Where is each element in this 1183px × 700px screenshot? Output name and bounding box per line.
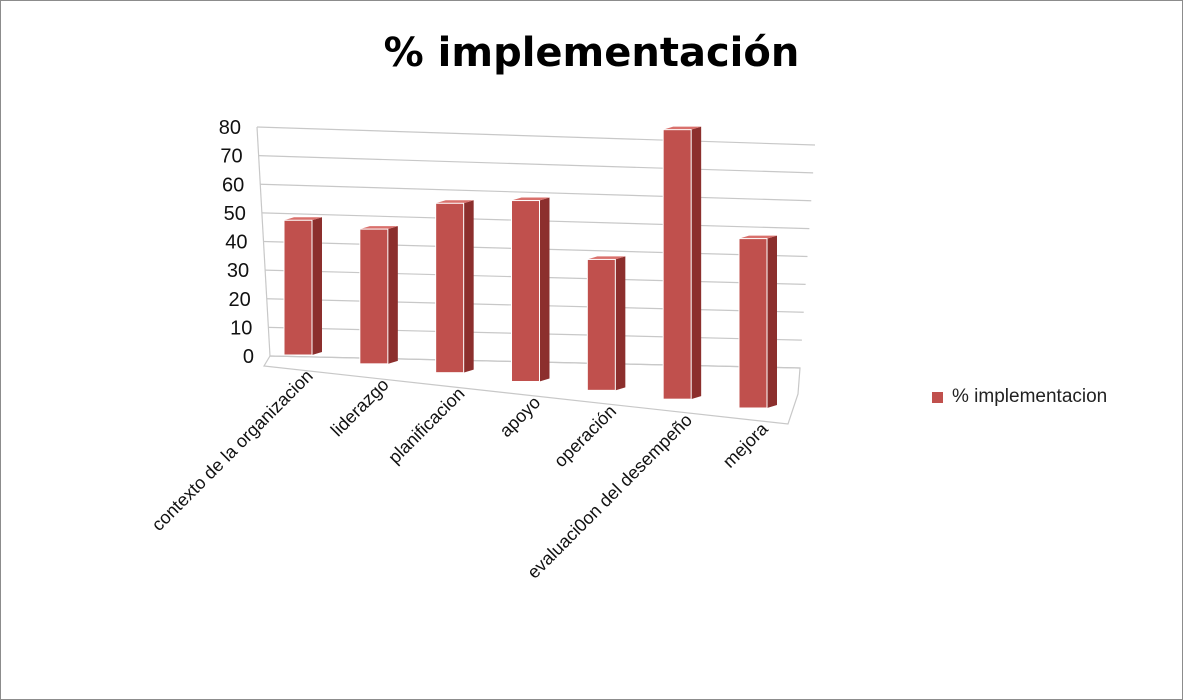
floor-outline	[263, 355, 801, 425]
bar	[511, 197, 550, 382]
bar-front	[283, 219, 313, 356]
bar-top	[511, 197, 550, 201]
bar	[435, 200, 474, 374]
bar-side	[615, 256, 626, 391]
bar-side	[691, 126, 702, 400]
bar-top	[435, 200, 474, 204]
bar-side	[387, 226, 398, 364]
bar-front	[435, 202, 465, 374]
wall-edge	[256, 126, 271, 357]
bar-top	[663, 126, 702, 130]
y-tick-label: 10	[230, 317, 252, 339]
x-tick-label: planificacion	[384, 383, 468, 467]
y-tick-label: 20	[229, 289, 251, 311]
x-tick-label: apoyo	[496, 392, 545, 441]
x-tick-label: mejora	[719, 418, 773, 472]
bar-side	[767, 235, 777, 408]
chart-title: % implementación	[383, 30, 800, 76]
bar-front	[586, 258, 616, 391]
gridline	[256, 126, 816, 146]
legend: % implementacion	[932, 386, 1107, 408]
bar-top	[359, 226, 398, 230]
x-tick-label: evaluaci0on del desempeño	[523, 410, 696, 583]
legend-swatch	[932, 391, 943, 403]
bar-front	[662, 129, 692, 400]
bar-front	[359, 228, 389, 365]
bar-top	[284, 217, 322, 221]
bar-front	[738, 238, 768, 409]
bar-top	[739, 235, 777, 239]
y-tick-label: 0	[243, 346, 254, 368]
y-tick-label: 60	[222, 174, 244, 196]
y-tick-label: 50	[224, 203, 246, 225]
bar-side	[539, 197, 550, 382]
bar-front	[511, 200, 540, 382]
y-axis: 0 10 20 30 40 50 60 70 80	[219, 117, 254, 368]
bar	[662, 126, 702, 400]
x-tick-label: contexto de la organizacion	[148, 366, 317, 535]
x-tick-label: liderazgo	[327, 375, 393, 441]
bar-side	[463, 200, 474, 373]
bar	[283, 217, 322, 356]
bar	[586, 256, 626, 391]
bar-series	[283, 126, 777, 409]
legend-label: % implementacion	[952, 386, 1108, 407]
y-tick-label: 70	[220, 146, 242, 168]
y-tick-label: 80	[219, 117, 241, 139]
bar-side	[312, 217, 322, 355]
bar	[738, 235, 777, 409]
chart-floor	[263, 355, 801, 425]
gridline	[258, 155, 814, 174]
bar-top	[587, 256, 626, 260]
x-tick-label: operación	[550, 401, 620, 471]
y-tick-label: 40	[225, 232, 247, 254]
gridline	[260, 183, 812, 202]
y-tick-label: 30	[227, 260, 249, 282]
bar	[359, 226, 398, 365]
